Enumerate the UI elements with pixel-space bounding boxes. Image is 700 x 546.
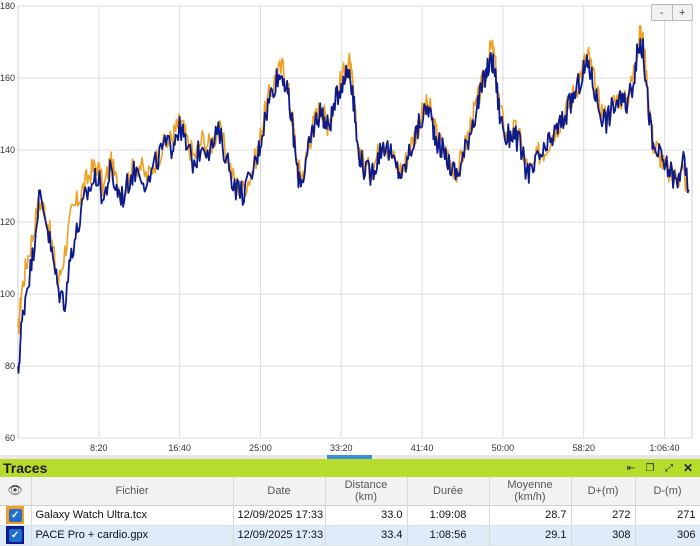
table-header-row: 👁 Fichier Date Distance (km) Durée Moyenn… [0,477,700,506]
y-tick-label: 180 [0,1,15,11]
row-checkbox-cell: ✓ [0,505,32,526]
y-tick-label: 160 [0,73,15,83]
series-line-galaxy-watch [17,24,690,335]
panel-splitter[interactable] [0,455,700,459]
x-axis-labels: 8:20 16:40 25:00 33:20 41:40 50:00 58:20 1:06:4… [90,443,679,453]
row-duration: 1:08:56 [407,525,490,546]
x-tick-label: 16:40 [168,443,191,453]
row-elevation-loss: 306 [635,525,700,546]
column-header-elevation-gain[interactable]: D+(m) [571,477,636,506]
row-average: 28.7 [489,505,572,526]
average-header-unit: (km/h) [514,490,546,503]
row-elevation-gain: 272 [571,505,636,526]
traces-table: 👁 Fichier Date Distance (km) Durée Moyenn… [0,477,700,546]
chart-grid [17,5,693,439]
row-distance: 33.4 [325,525,408,546]
row-elevation-loss: 271 [635,505,700,526]
x-tick-label: 25:00 [249,443,272,453]
row-distance: 33.0 [325,505,408,526]
y-tick-label: 100 [0,289,15,299]
row-date: 12/09/2025 17:33 [233,525,326,546]
distance-header-unit: (km) [355,490,377,503]
column-header-elevation-loss[interactable]: D-(m) [635,477,700,506]
row-duration: 1:09:08 [407,505,490,526]
y-axis-labels: 60 80 100 120 140 160 180 [0,1,15,443]
y-tick-label: 120 [0,217,15,227]
row-checkbox-cell: ✓ [0,525,32,546]
x-tick-label: 50:00 [492,443,515,453]
heart-rate-chart[interactable]: 60 80 100 120 140 160 180 8:20 16:40 25:00 33:20 4… [0,0,700,455]
chart-svg: 60 80 100 120 140 160 180 8:20 16:40 25:00 33:20 4… [0,1,693,453]
row-average: 29.1 [489,525,572,546]
table-row[interactable]: ✓ PACE Pro + cardio.gpx 12/09/2025 17:33… [0,525,700,546]
column-header-distance[interactable]: Distance (km) [325,477,408,506]
fullscreen-icon[interactable]: ⤢ [665,462,673,474]
close-icon[interactable]: ✕ [682,461,694,475]
row-color-indicator: ✓ [6,526,25,544]
average-header-label: Moyenne [507,478,553,491]
y-tick-label: 140 [0,145,15,155]
x-tick-label: 1:06:40 [650,443,680,453]
x-tick-label: 41:40 [411,443,434,453]
visibility-checkbox[interactable]: ✓ [8,528,22,542]
y-tick-label: 80 [5,361,15,371]
zoom-out-button[interactable]: - [659,6,664,19]
traces-panel-title: Traces [3,460,48,476]
expand-first-icon[interactable]: ⇤ [626,462,636,474]
table-row[interactable]: ✓ Galaxy Watch Ultra.tcx 12/09/2025 17:3… [0,505,700,526]
visibility-checkbox[interactable]: ✓ [8,508,22,522]
row-color-indicator: ✓ [6,506,25,524]
splitter-grip[interactable] [327,455,372,459]
x-tick-label: 8:20 [90,443,108,453]
zoom-controls: - + [651,4,693,21]
panel-window-controls: ⇤ ❐ ⤢ ✕ [625,461,700,475]
x-tick-label: 58:20 [572,443,595,453]
distance-header-label: Distance [344,478,388,491]
chart-series [17,24,690,374]
column-header-date[interactable]: Date [233,477,326,506]
restore-window-icon[interactable]: ❐ [645,462,655,474]
row-elevation-gain: 308 [571,525,636,546]
eye-icon: 👁 [7,483,23,498]
zoom-in-button[interactable]: + [671,5,693,20]
x-tick-label: 33:20 [330,443,353,453]
row-date: 12/09/2025 17:33 [233,505,326,526]
traces-panel-header: Traces ⇤ ❐ ⤢ ✕ [0,459,700,477]
column-header-duration[interactable]: Durée [407,477,490,506]
row-file: PACE Pro + cardio.gpx [31,525,234,546]
row-file: Galaxy Watch Ultra.tcx [31,505,234,526]
column-header-file[interactable]: Fichier [31,477,234,506]
visibility-column-header[interactable]: 👁 [0,477,32,506]
y-tick-label: 60 [5,433,15,443]
series-line-pace-pro [17,38,690,374]
column-header-average[interactable]: Moyenne (km/h) [489,477,572,506]
